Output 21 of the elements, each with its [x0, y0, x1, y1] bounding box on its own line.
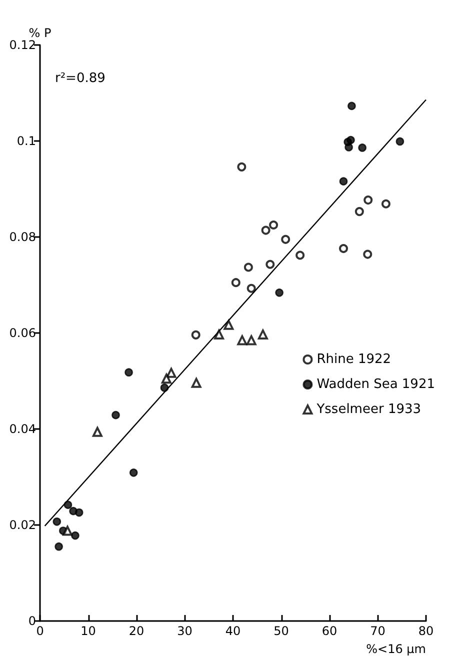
x-tick-label: 20 [128, 624, 144, 638]
y-tick-label: 0.12 [9, 38, 36, 52]
y-tick-label: 0.08 [9, 230, 36, 244]
y-tick-label: 0 [28, 614, 36, 628]
x-tick-label: 10 [80, 624, 96, 638]
y-tick-label: 0.02 [9, 518, 36, 532]
legend-label: Wadden Sea 1921 [316, 377, 435, 392]
x-tick-label: 70 [370, 624, 386, 638]
y-axis-title: % P [28, 26, 52, 40]
x-tick-label: 80 [418, 624, 434, 638]
x-axis-title: %<16 µm [366, 642, 426, 656]
y-tick-label: 0.06 [9, 326, 36, 340]
legend-label: Ysselmeer 1933 [316, 402, 422, 417]
y-tick-label: 0.1 [16, 134, 36, 148]
y-tick-label: 0.04 [9, 422, 36, 436]
x-tick-label: 40 [225, 624, 241, 638]
annotation: r²=0.89 [55, 71, 106, 86]
legend-label: Rhine 1922 [316, 352, 392, 367]
x-tick-label: 30 [177, 624, 192, 638]
x-tick-label: 50 [274, 624, 289, 638]
x-tick-label: 60 [322, 624, 338, 638]
